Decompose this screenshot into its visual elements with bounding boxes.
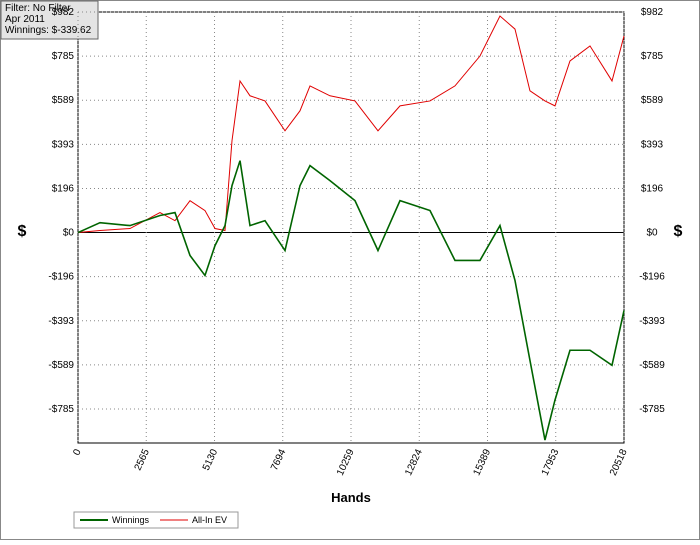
series-line	[77, 15, 625, 234]
y-tick-label: -$196	[48, 272, 74, 283]
legend-label: All-In EV	[192, 515, 227, 525]
y-tick-label: $0	[63, 228, 75, 239]
y2-tick-label: $0	[646, 228, 658, 239]
info-bg	[0, 0, 99, 40]
legend-label: Winnings	[112, 515, 150, 525]
info-line: Winnings: $-339.62	[5, 25, 92, 36]
y-tick-label: -$785	[48, 404, 74, 415]
y2-tick-label: -$393	[639, 316, 665, 327]
y2-tick-label: $589	[641, 95, 664, 106]
x-axis-label: Hands	[331, 490, 371, 505]
y2-axis-label: $	[674, 223, 683, 240]
y2-tick-label: $982	[641, 7, 664, 18]
y2-tick-label: $196	[641, 183, 664, 194]
y-tick-label: -$589	[48, 360, 74, 371]
info-line: Filter: No Filter	[5, 3, 71, 14]
info-box: Filter: No Filter Apr 2011 Winnings: $-3…	[0, 0, 99, 40]
x-tick-label: 0	[71, 447, 84, 457]
y-tick-label: -$393	[48, 316, 74, 327]
y-tick-label: $982	[52, 7, 75, 18]
y-tick-label: $196	[52, 183, 75, 194]
info-line: Apr 2011	[5, 14, 45, 25]
y2-tick-label: $785	[641, 51, 664, 62]
y2-tick-label: -$589	[639, 360, 665, 371]
y2-tick-label: -$785	[639, 404, 665, 415]
legend	[73, 511, 239, 529]
plot-area	[77, 11, 625, 444]
y-tick-label: $785	[52, 51, 75, 62]
y-axis-label: $	[18, 223, 27, 240]
y-tick-label: $589	[52, 95, 75, 106]
y-tick-label: $393	[52, 139, 75, 150]
y2-tick-label: $393	[641, 139, 664, 150]
y2-tick-label: -$196	[639, 272, 665, 283]
series-line	[77, 160, 625, 441]
